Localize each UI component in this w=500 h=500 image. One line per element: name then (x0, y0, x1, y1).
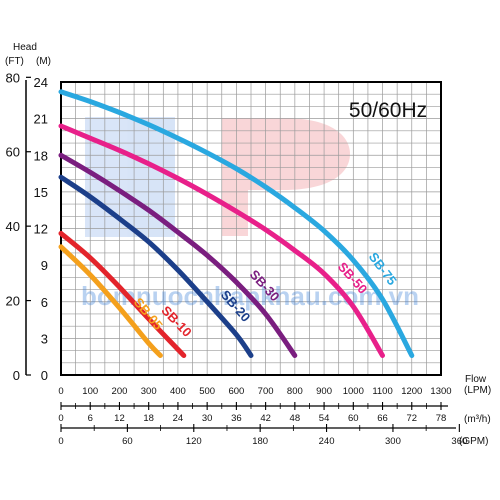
x-tick-label-lpm: 400 (170, 386, 186, 397)
x-tick-label-lpm: 900 (316, 386, 332, 397)
y-tick-label-m: 18 (34, 148, 48, 163)
frequency-label: 50/60Hz (349, 99, 427, 122)
x-tick-label-m3h: 48 (290, 413, 301, 424)
x-tick-label-gpm: 300 (385, 436, 401, 447)
x-tick-label-gpm: 180 (252, 436, 268, 447)
x-tick-label-m3h: 12 (114, 413, 125, 424)
x-tick-label-gpm: 0 (58, 436, 63, 447)
x-tick-label-lpm: 500 (199, 386, 215, 397)
plot-frame (60, 81, 442, 376)
x-tick-label-lpm: 0 (58, 386, 63, 397)
x-tick-label-m3h: 36 (231, 413, 242, 424)
y-tick-label-ft: 20 (6, 294, 20, 309)
x-tick-label-m3h: 0 (58, 413, 63, 424)
curve-sb-75 (58, 89, 415, 358)
y-tick-label-ft: 60 (6, 145, 20, 160)
x-tick-label-m3h: 6 (88, 413, 93, 424)
y-ticks-ft: 0 20 40 60 80 (6, 70, 31, 383)
y-tick-label-m: 21 (34, 112, 48, 127)
y-tick-label-m: 0 (41, 368, 48, 383)
x-tick-label-gpm: 240 (319, 436, 335, 447)
x-tick-label-m3h: 30 (202, 413, 213, 424)
pump-curves (58, 89, 415, 358)
y-tick-label-ft: 80 (6, 70, 20, 85)
x-tick-label-lpm: 700 (258, 386, 274, 397)
curve-sb-50 (58, 123, 385, 358)
y-ticks-m: 0 3 6 9 12 15 18 21 24 (34, 75, 48, 383)
curve-sb-10 (58, 230, 187, 358)
x-axis-title: Flow (465, 374, 487, 385)
x-tick-label-lpm: 200 (112, 386, 128, 397)
y-tick-label-ft: 0 (13, 368, 20, 383)
x-ticks-lpm: 0 100 200 300 400 500 600 700 800 900 1000 1100 1200… (58, 386, 451, 397)
x-tick-label-m3h: 78 (436, 413, 447, 424)
x-tick-label-lpm: 600 (228, 386, 244, 397)
x-tick-label-gpm: 60 (122, 436, 133, 447)
x-tick-label-lpm: 1100 (372, 386, 392, 397)
y-tick-label-m: 12 (34, 222, 48, 237)
chart-grid (61, 82, 441, 375)
x-tick-label-lpm: 800 (287, 386, 303, 397)
y-tick-label-m: 15 (34, 185, 48, 200)
y-tick-label-m: 24 (34, 75, 48, 90)
x-axis-unit-gpm: (GPM) (459, 436, 488, 447)
x-tick-label-lpm: 300 (141, 386, 157, 397)
x-tick-label-lpm: 100 (82, 386, 98, 397)
x-ticks-m3h: 0 6 12 18 24 30 36 42 48 54 60 66 72 78 (58, 402, 446, 424)
x-axis-unit-lpm: (LPM) (464, 385, 491, 396)
x-tick-label-lpm: 1200 (401, 386, 422, 397)
x-tick-label-lpm: 1000 (343, 386, 364, 397)
x-tick-label-gpm: 360 (451, 436, 467, 447)
y-axis-title: Head (13, 42, 37, 53)
x-axis: Flow (LPM) (m³/h) (GPM) 0 100 200 300 400 500… (58, 374, 491, 447)
x-tick-label-m3h: 18 (143, 413, 154, 424)
x-tick-label-m3h: 60 (348, 413, 359, 424)
x-tick-label-m3h: 42 (260, 413, 271, 424)
curve-sb-05 (58, 244, 163, 358)
x-tick-label-m3h: 72 (406, 413, 417, 424)
x-tick-label-gpm: 120 (186, 436, 202, 447)
y-axis-unit-ft: (FT) (5, 56, 24, 67)
y-tick-label-m: 3 (41, 331, 48, 346)
y-tick-label-ft: 40 (6, 219, 20, 234)
x-tick-label-lpm: 1300 (430, 386, 451, 397)
y-axis: Head (FT) (M) 0 3 6 9 12 15 18 21 24 0 20 40 60 80 (5, 42, 51, 383)
x-tick-label-m3h: 54 (319, 413, 330, 424)
curve-sb-20 (58, 174, 254, 358)
x-ticks-gpm: 0 60 120 180 240 300 360 (58, 424, 467, 447)
x-tick-label-m3h: 24 (173, 413, 184, 424)
curve-sb-30 (58, 152, 298, 358)
x-axis-unit-m3h: (m³/h) (464, 414, 491, 425)
y-tick-label-m: 6 (41, 295, 48, 310)
y-tick-label-m: 9 (41, 258, 48, 273)
x-tick-label-m3h: 66 (377, 413, 388, 424)
y-axis-unit-m: (M) (36, 56, 51, 67)
